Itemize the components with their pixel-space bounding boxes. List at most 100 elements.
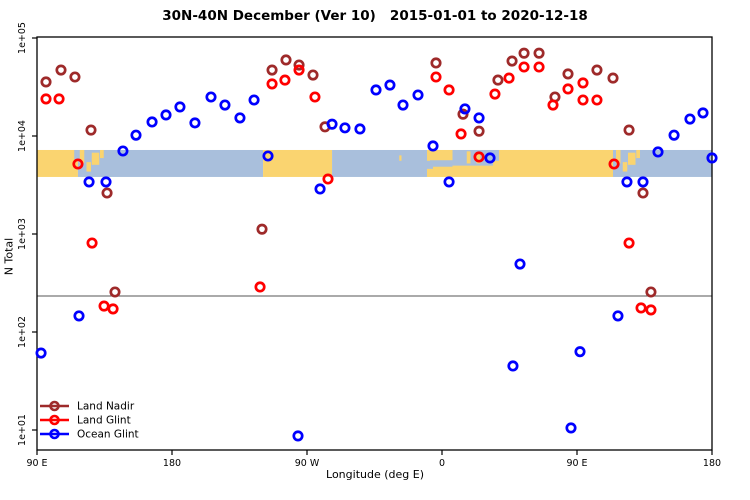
data-point: [384, 79, 396, 91]
map-band-land-patch: [636, 149, 640, 159]
data-point: [489, 88, 501, 100]
x-tick-label: 0: [439, 458, 445, 469]
data-point: [98, 300, 110, 312]
data-point: [100, 176, 112, 188]
data-point: [326, 118, 338, 130]
data-point: [130, 129, 142, 141]
y-tick-label: 1e+02: [17, 316, 28, 348]
legend-marker: [49, 428, 60, 440]
data-point: [621, 176, 633, 188]
data-point: [443, 84, 455, 96]
data-point: [637, 176, 649, 188]
x-tick-label: 180: [703, 458, 721, 469]
data-point: [547, 99, 559, 111]
data-point: [370, 84, 382, 96]
data-point: [473, 151, 485, 163]
map-band-land-patch: [79, 149, 85, 164]
data-point: [266, 78, 278, 90]
y-tick-label: 1e+03: [17, 218, 28, 250]
data-point: [612, 310, 624, 322]
data-point: [514, 258, 526, 270]
legend-label: Ocean Glint: [77, 429, 139, 441]
legend-label: Land Nadir: [77, 401, 135, 413]
map-band-land-patch: [466, 151, 471, 164]
data-point: [397, 99, 409, 111]
data-point: [412, 89, 424, 101]
data-point: [518, 61, 530, 73]
data-point: [503, 72, 515, 84]
data-point: [455, 128, 467, 140]
data-point: [309, 91, 321, 103]
legend-marker: [49, 400, 60, 412]
data-point: [562, 83, 574, 95]
data-point: [354, 123, 366, 135]
y-tick-label: 1e+05: [17, 22, 28, 54]
data-point: [607, 72, 619, 84]
data-point: [706, 152, 718, 164]
data-point: [635, 302, 647, 314]
data-point: [219, 99, 231, 111]
x-axis-title: Longitude (deg E): [326, 468, 424, 481]
data-point: [591, 64, 603, 76]
data-point: [507, 360, 519, 372]
data-point: [645, 286, 657, 298]
data-point: [254, 281, 266, 293]
data-point: [518, 47, 530, 59]
data-point: [637, 187, 649, 199]
data-point: [40, 76, 52, 88]
data-point: [314, 183, 326, 195]
chart-title: 30N-40N December (Ver 10) 2015-01-01 to …: [162, 8, 588, 24]
data-point: [160, 109, 172, 121]
legend-marker: [49, 414, 60, 426]
map-band-ocean-patch: [493, 149, 499, 161]
data-point: [72, 158, 84, 170]
map-band-land-segment: [263, 149, 333, 177]
x-tick-label: 90 E: [566, 458, 587, 469]
data-point: [86, 237, 98, 249]
y-tick-label: 1e+04: [17, 120, 28, 152]
data-point: [608, 158, 620, 170]
data-point: [234, 112, 246, 124]
data-point: [427, 140, 439, 152]
x-tick-label: 90 E: [26, 458, 47, 469]
map-band-land-patch: [399, 155, 402, 161]
data-point: [697, 107, 709, 119]
data-point: [146, 116, 158, 128]
data-point: [266, 64, 278, 76]
data-point: [117, 145, 129, 157]
data-point: [73, 310, 85, 322]
data-point: [307, 69, 319, 81]
data-point: [506, 55, 518, 67]
x-tick-label: 180: [163, 458, 181, 469]
data-point: [684, 113, 696, 125]
map-band-land-patch: [616, 149, 621, 164]
map-band-ocean-segment: [332, 149, 427, 177]
data-point: [492, 74, 504, 86]
legend-label: Land Glint: [77, 415, 131, 427]
data-point: [562, 68, 574, 80]
data-point: [69, 71, 81, 83]
map-band-ocean-patch: [430, 160, 453, 167]
data-point: [484, 152, 496, 164]
data-point: [256, 223, 268, 235]
data-point: [577, 94, 589, 106]
map-band-land-patch: [100, 149, 104, 159]
data-point: [473, 125, 485, 137]
map-band-land-patch: [628, 152, 636, 165]
y-axis-title: N Total: [2, 237, 16, 276]
data-point: [293, 59, 305, 71]
data-point: [577, 77, 589, 89]
y-tick-label: 1e+01: [17, 414, 28, 446]
data-point: [205, 91, 217, 103]
data-point: [189, 117, 201, 129]
data-point: [339, 122, 351, 134]
data-point: [55, 64, 67, 76]
data-point: [292, 430, 304, 442]
plot-box: [36, 36, 713, 451]
data-point: [280, 54, 292, 66]
map-band-land-patch: [91, 152, 100, 165]
data-point: [293, 64, 305, 76]
data-point: [83, 176, 95, 188]
data-point: [565, 422, 577, 434]
